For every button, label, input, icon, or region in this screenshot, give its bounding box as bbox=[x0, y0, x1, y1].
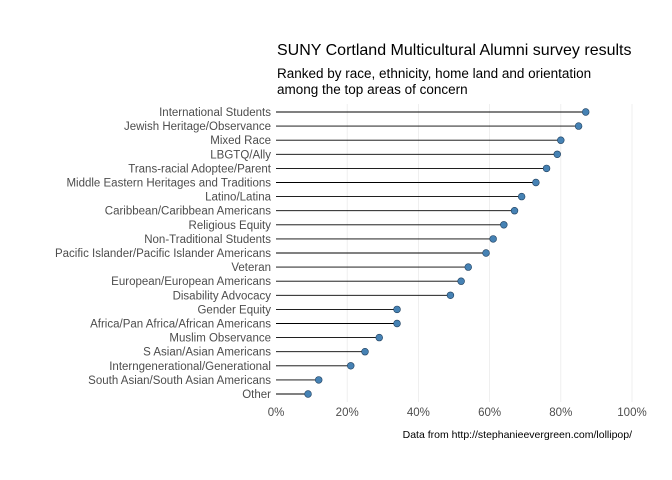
lollipop-point bbox=[500, 221, 508, 229]
y-category-label: Trans-racial Adoptee/Parent bbox=[128, 163, 272, 175]
y-category-label: Disability Advocacy bbox=[173, 290, 272, 302]
y-category-label: Latino/Latina bbox=[205, 192, 271, 204]
lollipop-point bbox=[510, 207, 519, 215]
lollipop-point bbox=[532, 178, 540, 187]
lollipop-point bbox=[315, 376, 323, 384]
lollipop-point bbox=[347, 362, 355, 370]
y-category-label: Veteran bbox=[231, 262, 271, 274]
x-tick-label: 100% bbox=[617, 407, 646, 419]
y-category-label: S Asian/Asian Americans bbox=[143, 347, 271, 359]
y-category-label: Pacific Islander/Pacific Islander Americ… bbox=[55, 248, 271, 260]
x-axis-labels: 0% 20% 40% 60% 80% 100% bbox=[268, 407, 647, 419]
lollipop-point bbox=[457, 277, 465, 285]
lollipop-point bbox=[482, 249, 490, 257]
chart-title: SUNY Cortland Multicultural Alumni surve… bbox=[277, 42, 632, 59]
x-tick-label: 20% bbox=[336, 407, 359, 419]
y-category-label: Religious Equity bbox=[189, 220, 272, 232]
y-category-label: Middle Eastern Heritages and Traditions bbox=[66, 178, 271, 190]
lollipop-point bbox=[393, 319, 401, 328]
x-tick-label: 0% bbox=[268, 407, 285, 419]
y-category-label: LBGTQ/Ally bbox=[210, 149, 271, 161]
chart-subtitle-line-1: Ranked by race, ethnicity, home land and… bbox=[277, 66, 591, 81]
lollipop-point bbox=[574, 122, 583, 130]
lollipop-point bbox=[553, 150, 561, 159]
lollipop-point bbox=[446, 291, 455, 299]
lollipop-point bbox=[304, 390, 312, 398]
y-category-label: Africa/Pan Africa/African Americans bbox=[90, 319, 271, 331]
chart-subtitle-line-2: among the top areas of concern bbox=[277, 82, 468, 97]
y-category-label: Interngenerational/Generational bbox=[109, 361, 271, 373]
x-tick-label: 60% bbox=[478, 407, 501, 419]
lollipop-point bbox=[361, 348, 369, 356]
y-category-label: Gender Equity bbox=[197, 304, 271, 316]
y-category-label: Other bbox=[242, 389, 271, 401]
y-category-label: Muslim Observance bbox=[169, 333, 271, 345]
lollipop-stems bbox=[276, 111, 586, 395]
y-category-label: Caribbean/Caribbean Americans bbox=[105, 206, 271, 218]
y-category-label: Jewish Heritage/Observance bbox=[124, 121, 271, 133]
lollipop-point bbox=[464, 263, 472, 271]
lollipop-point bbox=[489, 235, 497, 243]
y-category-label: European/European Americans bbox=[111, 276, 271, 288]
y-axis-labels: International Students Jewish Heritage/Ob… bbox=[55, 107, 272, 401]
lollipop-point bbox=[393, 305, 401, 314]
lollipop-point bbox=[517, 192, 526, 201]
lollipop-point bbox=[375, 333, 383, 342]
y-category-label: Mixed Race bbox=[210, 135, 271, 147]
x-tick-label: 80% bbox=[549, 407, 572, 419]
x-tick-label: 40% bbox=[407, 407, 430, 419]
y-category-label: International Students bbox=[159, 107, 271, 119]
y-category-label: Non-Traditional Students bbox=[144, 234, 271, 246]
y-category-label: South Asian/South Asian Americans bbox=[88, 375, 271, 387]
chart-caption: Data from http://stephanieevergreen.com/… bbox=[403, 429, 632, 441]
lollipop-points bbox=[304, 108, 590, 398]
lollipop-point bbox=[557, 136, 565, 144]
lollipop-point bbox=[542, 164, 551, 173]
lollipop-point bbox=[582, 108, 590, 116]
